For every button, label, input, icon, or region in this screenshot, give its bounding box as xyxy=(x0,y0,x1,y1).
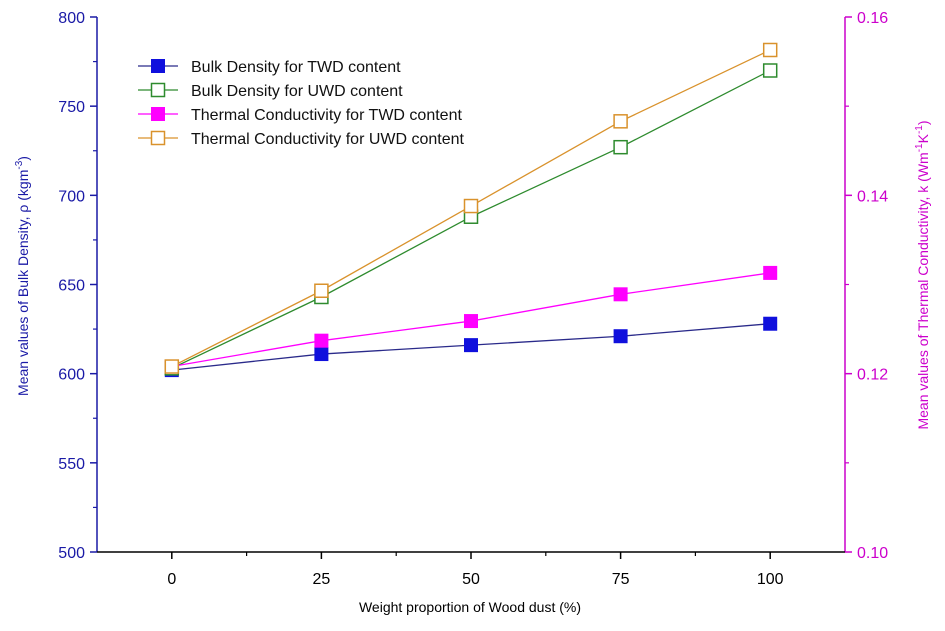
axes-layer: 500 550 600 650 700 750 800 0.10 0.12 0.14 0.16 0 25… xyxy=(58,10,888,588)
x-tick-label: 25 xyxy=(313,571,331,588)
right-y-tick-label: 0.16 xyxy=(857,10,888,27)
data-point xyxy=(464,338,478,353)
left-y-axis-title: Mean values of Bulk Density, ρ (kgm-3) xyxy=(14,156,31,396)
data-point xyxy=(613,329,628,344)
left-y-tick-label: 650 xyxy=(58,278,85,295)
legend-marker xyxy=(151,59,165,73)
legend-label: Thermal Conductivity for TWD content xyxy=(191,107,462,124)
legend-marker xyxy=(150,130,166,146)
data-point xyxy=(763,316,778,331)
data-point xyxy=(464,314,478,329)
data-point xyxy=(314,347,329,362)
left-y-tick-label: 600 xyxy=(58,367,85,384)
left-y-tick-label: 550 xyxy=(58,456,85,473)
data-point xyxy=(762,63,778,78)
x-axis-title: Weight proportion of Wood dust (%) xyxy=(359,599,581,615)
x-tick-label: 100 xyxy=(757,571,784,588)
data-point xyxy=(314,333,329,348)
series-layer xyxy=(164,42,778,378)
data-point xyxy=(763,265,778,280)
data-point xyxy=(613,287,628,302)
legend-marker xyxy=(150,82,166,98)
x-tick-label: 50 xyxy=(462,571,480,588)
left-y-tick-label: 800 xyxy=(58,10,85,27)
left-y-tick-label: 750 xyxy=(58,99,85,116)
data-point xyxy=(762,42,778,58)
data-point xyxy=(613,139,628,155)
data-point xyxy=(613,114,628,129)
data-point xyxy=(164,359,180,374)
legend-label: Bulk Density for TWD content xyxy=(191,59,401,76)
left-y-tick-label: 500 xyxy=(58,545,85,562)
x-tick-label: 0 xyxy=(167,571,176,588)
legend-label: Bulk Density for UWD content xyxy=(191,83,403,100)
data-point xyxy=(314,283,329,298)
right-y-axis-title: Mean values of Thermal Conductivity, k (… xyxy=(914,120,931,429)
legend-marker xyxy=(151,107,165,121)
right-y-tick-label: 0.10 xyxy=(857,545,888,562)
data-point xyxy=(463,198,479,214)
legend-label: Thermal Conductivity for UWD content xyxy=(191,131,465,148)
left-y-tick-label: 700 xyxy=(58,188,85,205)
right-y-tick-label: 0.12 xyxy=(857,367,888,384)
right-y-tick-label: 0.14 xyxy=(857,188,888,205)
x-tick-label: 75 xyxy=(612,571,630,588)
legend: Bulk Density for TWD content Bulk Density… xyxy=(138,59,465,148)
